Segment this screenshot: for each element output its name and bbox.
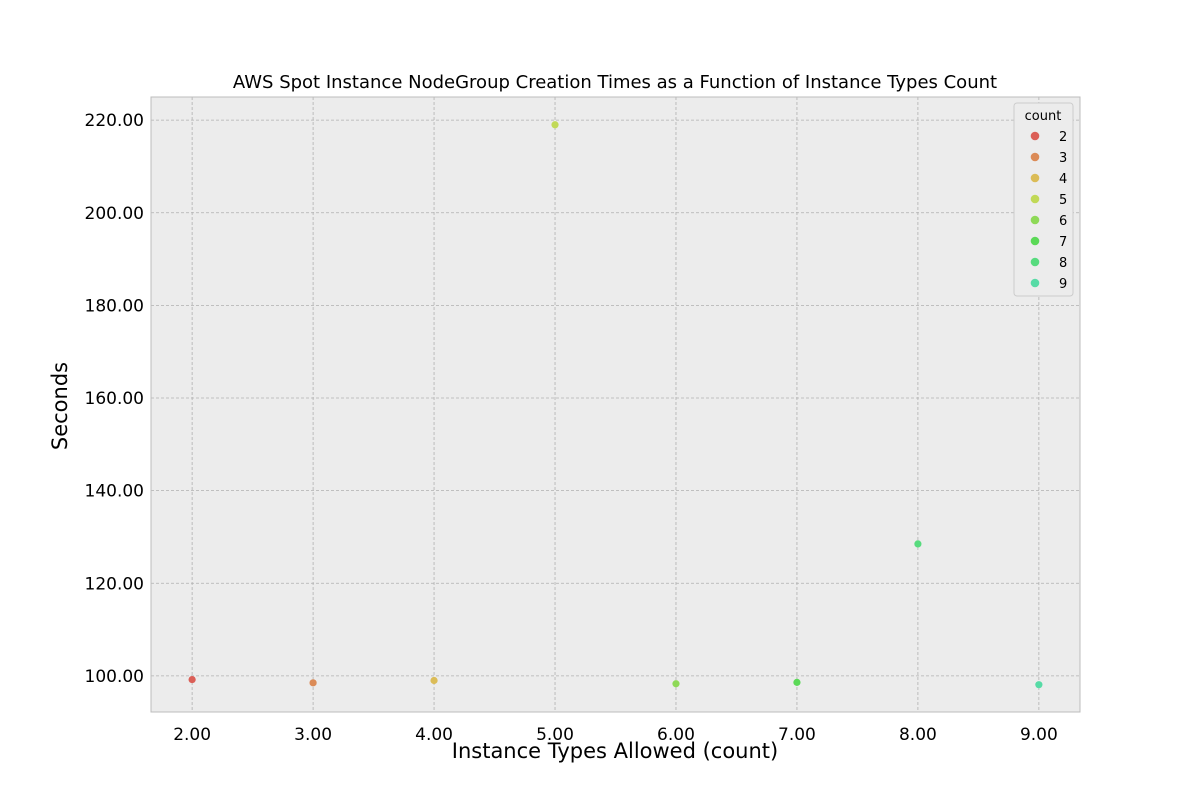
x-tick-label: 9.00: [1020, 725, 1058, 745]
x-tick-label: 8.00: [899, 725, 937, 745]
plot-area: [151, 97, 1080, 712]
legend-label-2: 2: [1059, 130, 1067, 145]
y-axis-label: Seconds: [48, 362, 72, 450]
legend-label-9: 9: [1059, 277, 1067, 292]
legend-label-5: 5: [1059, 193, 1067, 208]
legend-marker-9: [1030, 278, 1040, 288]
legend-marker-5: [1030, 194, 1040, 204]
data-point-count-6: [672, 680, 680, 688]
legend-label-3: 3: [1059, 151, 1067, 166]
data-point-count-3: [309, 679, 317, 687]
legend-label-4: 4: [1059, 172, 1067, 187]
legend-entries: 2 3 4 5 6 7 8 9: [1030, 130, 1067, 292]
y-tick-label: 120.00: [85, 574, 144, 594]
legend: count 2 3 4 5 6 7 8 9: [1013, 102, 1074, 297]
data-point-count-4: [430, 676, 438, 685]
x-tick-label: 2.00: [173, 725, 211, 745]
data-point-count-2: [188, 675, 196, 684]
data-points: [188, 121, 1043, 689]
legend-marker-7: [1030, 236, 1040, 246]
data-point-count-9: [1035, 681, 1043, 689]
legend-marker-4: [1030, 173, 1040, 183]
x-tick-label: 6.00: [657, 725, 695, 745]
y-tick-label: 140.00: [85, 482, 144, 502]
legend-label-7: 7: [1059, 235, 1067, 250]
legend-marker-3: [1030, 152, 1040, 162]
x-tick-label: 5.00: [536, 725, 574, 745]
legend-box: [1013, 102, 1074, 297]
y-tick-label: 200.00: [85, 204, 144, 224]
x-axis-ticks: 2.00 3.00 4.00 5.00 6.00 7.00 8.00 9.00: [173, 725, 1058, 745]
y-tick-label: 220.00: [85, 111, 144, 131]
y-tick-label: 160.00: [85, 389, 144, 409]
grid-lines: [151, 97, 1080, 712]
data-point-count-7: [793, 678, 801, 686]
legend-title: count: [1025, 109, 1062, 124]
plot-frame: [150, 96, 1081, 713]
x-tick-label: 3.00: [294, 725, 332, 745]
legend-label-8: 8: [1059, 256, 1067, 271]
x-tick-label: 4.00: [415, 725, 453, 745]
y-axis-ticks: 100.00 120.00 140.00 160.00 180.00 200.00 220.…: [85, 111, 144, 687]
legend-marker-6: [1030, 215, 1040, 225]
y-tick-label: 180.00: [85, 296, 144, 316]
data-point-count-5: [551, 121, 559, 129]
legend-marker-8: [1030, 257, 1040, 267]
legend-label-6: 6: [1059, 214, 1067, 229]
x-tick-label: 7.00: [778, 725, 816, 745]
chart-title: AWS Spot Instance NodeGroup Creation Tim…: [233, 72, 997, 93]
x-axis-label: Instance Types Allowed (count): [452, 739, 778, 763]
legend-marker-2: [1030, 131, 1040, 141]
data-point-count-8: [914, 540, 922, 548]
y-tick-label: 100.00: [85, 667, 144, 687]
